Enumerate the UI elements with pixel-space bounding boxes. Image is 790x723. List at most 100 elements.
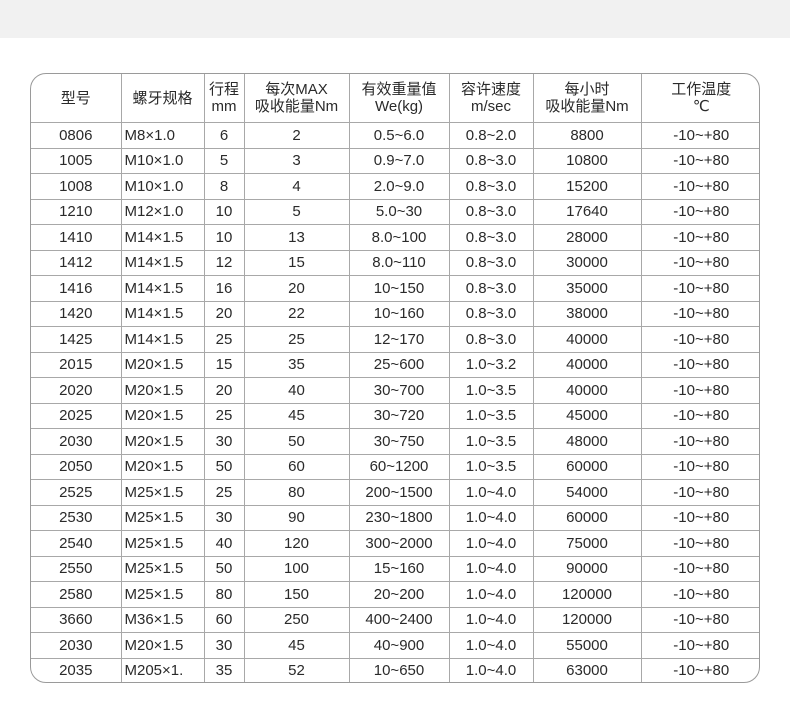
table-cell: -10~+80 — [640, 275, 759, 302]
table-cell: 0.8~3.0 — [448, 275, 534, 302]
table-cell: 2 — [243, 122, 350, 149]
table-cell: 60000 — [532, 453, 642, 480]
table-cell: 0.8~3.0 — [448, 300, 534, 327]
table-cell: 200~1500 — [348, 479, 450, 506]
table-cell: 16 — [203, 275, 245, 302]
table-cell: 1412 — [31, 249, 122, 276]
table-cell: 30 — [203, 504, 245, 531]
table-cell: 60000 — [532, 504, 642, 531]
table-cell: 40 — [203, 530, 245, 557]
table-cell: M25×1.5 — [120, 479, 205, 506]
table-cell: 52 — [243, 657, 350, 682]
table-cell: 35 — [243, 351, 350, 378]
table-cell: -10~+80 — [640, 249, 759, 276]
table-cell: M14×1.5 — [120, 326, 205, 353]
table-cell: 0.8~3.0 — [448, 224, 534, 251]
table-cell: M25×1.5 — [120, 581, 205, 608]
table-cell: M10×1.0 — [120, 147, 205, 174]
table-cell: 17640 — [532, 198, 642, 225]
table-cell: 40000 — [532, 326, 642, 353]
column-header: 螺牙规格 — [120, 74, 205, 123]
column-header-line: 有效重量值 — [361, 81, 437, 98]
table-cell: 45 — [243, 402, 350, 429]
table-cell: -10~+80 — [640, 173, 759, 200]
table-cell: -10~+80 — [640, 147, 759, 174]
table-cell: 30~700 — [348, 377, 450, 404]
table-cell: -10~+80 — [640, 555, 759, 582]
table-cell: -10~+80 — [640, 326, 759, 353]
table-cell: -10~+80 — [640, 530, 759, 557]
table-cell: M20×1.5 — [120, 377, 205, 404]
column-header-line: ℃ — [692, 98, 710, 115]
table-cell: 8800 — [532, 122, 642, 149]
table-cell: 1.0~4.0 — [448, 555, 534, 582]
table-cell: 2020 — [31, 377, 122, 404]
table-cell: 150 — [243, 581, 350, 608]
table-cell: 25 — [243, 326, 350, 353]
table-cell: -10~+80 — [640, 606, 759, 633]
table-cell: 30~750 — [348, 428, 450, 455]
table-row: 2025 M20×1.5 25 45 30~720 1.0~3.5 45000 -10~+80 — [31, 402, 759, 429]
table-cell: M10×1.0 — [120, 173, 205, 200]
table-row: 2030 M20×1.5 30 50 30~750 1.0~3.5 48000 -10~+80 — [31, 428, 759, 455]
table-row: 2540 M25×1.5 40 120 300~2000 1.0~4.0 75000 -10~… — [31, 530, 759, 557]
table-cell: 1005 — [31, 147, 122, 174]
column-header: 工作温度 ℃ — [640, 74, 759, 123]
table-cell: 1410 — [31, 224, 122, 251]
column-header-line: 每次MAX — [265, 81, 328, 98]
table-cell: 400~2400 — [348, 606, 450, 633]
table-cell: 25~600 — [348, 351, 450, 378]
table-cell: 12 — [203, 249, 245, 276]
table-cell: 50 — [203, 453, 245, 480]
table-cell: 100 — [243, 555, 350, 582]
table-cell: 48000 — [532, 428, 642, 455]
table-cell: 0.8~2.0 — [448, 122, 534, 149]
table-cell: 25 — [203, 402, 245, 429]
column-header-line: 行程 — [208, 81, 239, 98]
table-cell: 1.0~4.0 — [448, 479, 534, 506]
table-cell: M25×1.5 — [120, 530, 205, 557]
column-header: 型号 — [31, 74, 122, 123]
table-row: 2050 M20×1.5 50 60 60~1200 1.0~3.5 60000 -10~+8… — [31, 453, 759, 480]
table-cell: 1416 — [31, 275, 122, 302]
table-cell: 20 — [243, 275, 350, 302]
table-row: 1412 M14×1.5 12 15 8.0~110 0.8~3.0 30000 -10~+8… — [31, 249, 759, 276]
table-cell: 45000 — [532, 402, 642, 429]
table-cell: 230~1800 — [348, 504, 450, 531]
table-cell: 15 — [203, 351, 245, 378]
table-cell: 30000 — [532, 249, 642, 276]
column-header-line: m/sec — [470, 98, 511, 115]
table-cell: 63000 — [532, 657, 642, 682]
table-row: 1420 M14×1.5 20 22 10~160 0.8~3.0 38000 -10~+80 — [31, 300, 759, 327]
table-cell: 40~900 — [348, 632, 450, 659]
table-cell: M14×1.5 — [120, 224, 205, 251]
table-cell: 45 — [243, 632, 350, 659]
table-cell: 8.0~100 — [348, 224, 450, 251]
table-cell: 0806 — [31, 122, 122, 149]
top-band — [0, 0, 790, 38]
table-row: 2020 M20×1.5 20 40 30~700 1.0~3.5 40000 -10~+80 — [31, 377, 759, 404]
table-cell: 22 — [243, 300, 350, 327]
table-cell: 55000 — [532, 632, 642, 659]
column-header-line: 每小时 — [564, 81, 610, 98]
table-cell: 1.0~3.5 — [448, 428, 534, 455]
column-header-line: 螺牙规格 — [132, 89, 193, 107]
table-cell: 0.8~3.0 — [448, 147, 534, 174]
table-cell: 3 — [243, 147, 350, 174]
table-cell: M36×1.5 — [120, 606, 205, 633]
table-cell: 1.0~3.5 — [448, 453, 534, 480]
table-cell: -10~+80 — [640, 479, 759, 506]
column-header: 容许速度 m/sec — [448, 74, 534, 123]
column-header: 每次MAX 吸收能量Nm — [243, 74, 350, 123]
table-cell: 0.5~6.0 — [348, 122, 450, 149]
table-row: 2530 M25×1.5 30 90 230~1800 1.0~4.0 60000 -10~+… — [31, 504, 759, 531]
table-cell: -10~+80 — [640, 428, 759, 455]
table-row: 1005 M10×1.0 5 3 0.9~7.0 0.8~3.0 10800 -10~+80 — [31, 147, 759, 174]
table-cell: 5.0~30 — [348, 198, 450, 225]
column-header: 每小时 吸收能量Nm — [532, 74, 642, 123]
column-header-line: 容许速度 — [460, 81, 521, 98]
table-cell: M205×1. — [120, 657, 205, 682]
table-cell: M20×1.5 — [120, 453, 205, 480]
table-cell: 40000 — [532, 351, 642, 378]
table-cell: 35000 — [532, 275, 642, 302]
